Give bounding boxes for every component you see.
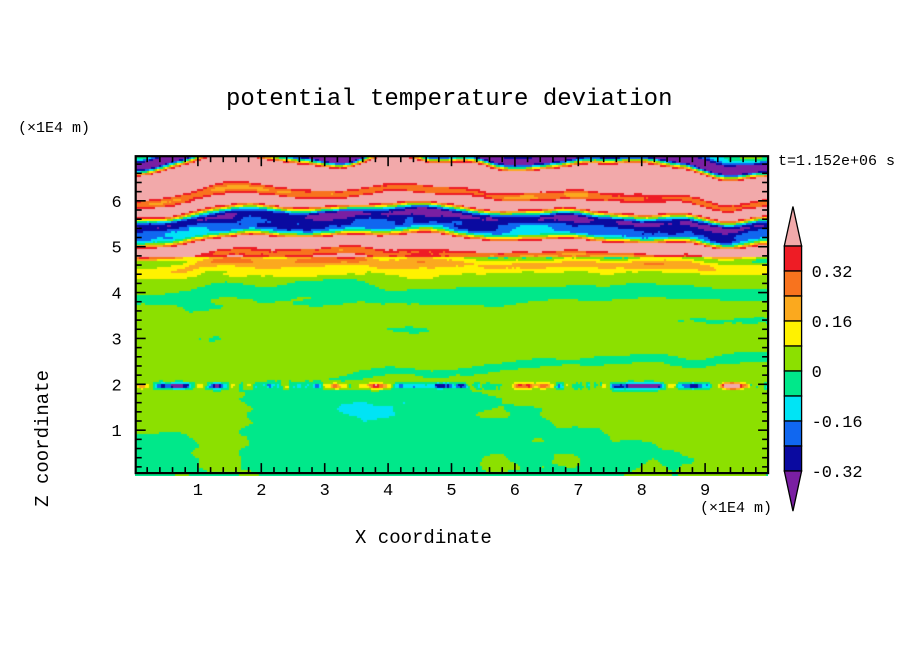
svg-text:-0.16: -0.16 (812, 414, 863, 433)
svg-text:1: 1 (111, 423, 121, 442)
svg-text:5: 5 (446, 482, 456, 501)
svg-text:5: 5 (111, 240, 121, 259)
svg-text:6: 6 (510, 482, 520, 501)
svg-text:2: 2 (111, 377, 121, 396)
svg-text:4: 4 (383, 482, 393, 501)
svg-text:0.16: 0.16 (812, 314, 853, 333)
svg-text:4: 4 (111, 286, 121, 305)
svg-text:0.32: 0.32 (812, 264, 853, 283)
svg-text:-0.32: -0.32 (812, 464, 863, 483)
svg-text:6: 6 (111, 194, 121, 213)
svg-text:8: 8 (637, 482, 647, 501)
svg-text:0: 0 (812, 364, 822, 383)
svg-text:7: 7 (573, 482, 583, 501)
svg-text:9: 9 (700, 482, 710, 501)
svg-text:3: 3 (320, 482, 330, 501)
svg-text:3: 3 (111, 331, 121, 350)
svg-text:2: 2 (256, 482, 266, 501)
svg-text:1: 1 (193, 482, 203, 501)
